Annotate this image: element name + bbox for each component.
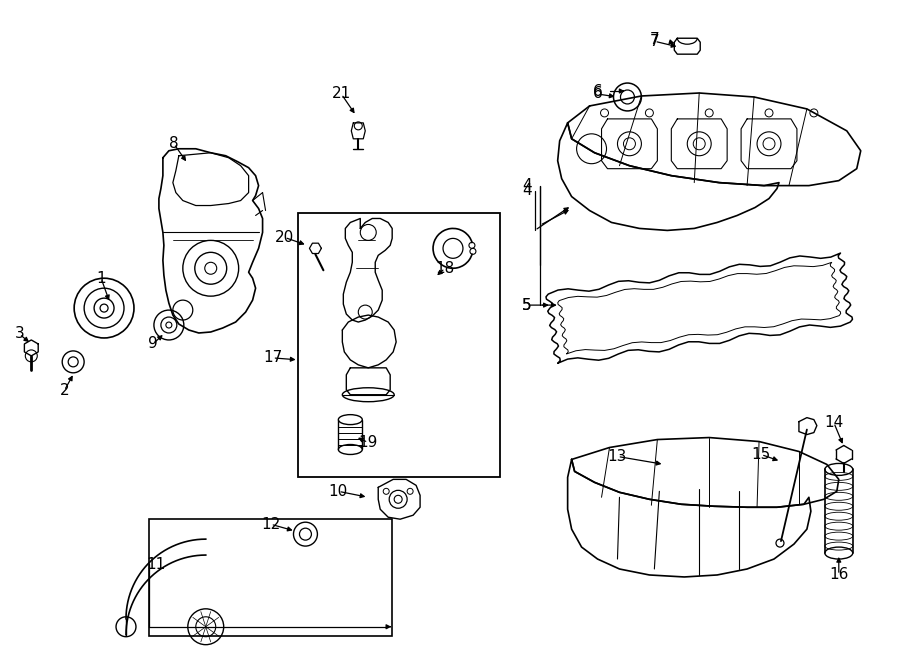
Text: 12: 12 bbox=[261, 517, 280, 531]
Text: 6: 6 bbox=[593, 87, 602, 102]
Text: 5: 5 bbox=[522, 297, 532, 313]
Text: 6: 6 bbox=[593, 83, 602, 98]
Text: 7: 7 bbox=[650, 32, 659, 47]
Text: 4: 4 bbox=[522, 178, 532, 193]
Text: 3: 3 bbox=[14, 327, 24, 342]
Bar bbox=[148, 519, 392, 636]
Text: 10: 10 bbox=[328, 484, 348, 499]
Bar bbox=[299, 214, 500, 477]
Text: 20: 20 bbox=[274, 230, 294, 245]
Text: 2: 2 bbox=[59, 383, 69, 398]
Text: 4: 4 bbox=[522, 183, 532, 198]
Text: 11: 11 bbox=[147, 557, 166, 572]
Text: 15: 15 bbox=[752, 447, 770, 462]
Text: 1: 1 bbox=[96, 271, 106, 286]
Text: 8: 8 bbox=[169, 136, 179, 151]
Text: 9: 9 bbox=[148, 336, 157, 352]
Text: 19: 19 bbox=[358, 435, 378, 450]
Text: 21: 21 bbox=[332, 87, 351, 102]
Text: 18: 18 bbox=[436, 260, 454, 276]
Text: 17: 17 bbox=[263, 350, 283, 366]
Text: 7: 7 bbox=[650, 34, 659, 49]
Text: 13: 13 bbox=[608, 449, 627, 464]
Text: 5: 5 bbox=[522, 297, 532, 313]
Text: 16: 16 bbox=[829, 567, 849, 582]
Text: 14: 14 bbox=[824, 415, 843, 430]
